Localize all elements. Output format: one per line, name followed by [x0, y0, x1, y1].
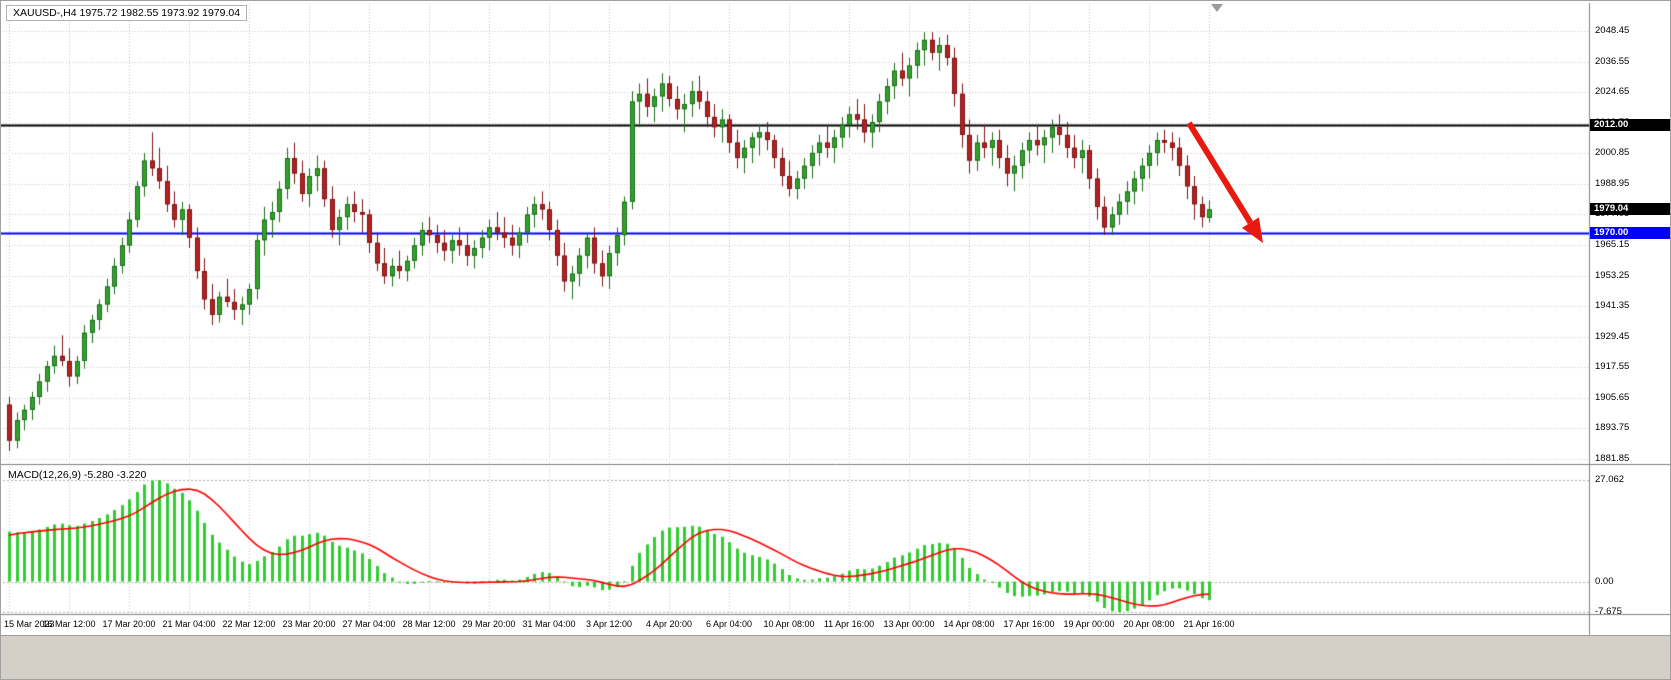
price-tick-label: 1941.35	[1595, 300, 1630, 312]
time-tick-label: 29 Mar 20:00	[462, 619, 516, 629]
current-price-tag: 1979.04	[1590, 203, 1670, 216]
time-tick-label: 4 Apr 20:00	[645, 619, 693, 629]
macd-axis: 27.062 0.00 -7.675	[1591, 1, 1670, 635]
symbol-ohlc-info: XAUUSD-,H4 1975.72 1982.55 1973.92 1979.…	[6, 5, 248, 21]
time-tick-label: 3 Apr 12:00	[585, 619, 633, 629]
price-tick-label: 2000.85	[1595, 147, 1630, 159]
time-tick-label: 21 Apr 16:00	[1183, 619, 1235, 629]
time-tick-label: 15 Mar 2023	[4, 619, 55, 629]
time-tick-label: 13 Apr 00:00	[883, 619, 935, 629]
macd-tick-label: 27.062	[1595, 474, 1625, 485]
time-tick-label: 10 Apr 08:00	[763, 619, 815, 629]
window-bottom-strip	[1, 635, 1670, 679]
time-tick-label: 14 Apr 08:00	[943, 619, 995, 629]
price-tick-label: 2036.55	[1595, 55, 1630, 67]
price-tick-label: 1929.45	[1595, 330, 1630, 342]
time-tick-label: 20 Apr 08:00	[1123, 619, 1175, 629]
price-tick-label: 1965.15	[1595, 239, 1630, 250]
time-tick-label: 28 Mar 12:00	[402, 619, 456, 629]
time-tick-label: 21 Mar 04:00	[162, 619, 216, 629]
time-tick-label: 22 Mar 12:00	[222, 619, 276, 629]
price-tick-label: 1893.75	[1595, 422, 1630, 434]
macd-tick-label: -7.675	[1595, 606, 1622, 617]
time-tick-label: 6 Apr 04:00	[705, 619, 753, 629]
time-tick-label: 17 Mar 20:00	[102, 619, 156, 629]
time-tick-label: 16 Mar 12:00	[42, 619, 96, 629]
price-tick-label: 1953.25	[1595, 269, 1630, 281]
price-tick-label: 2024.65	[1595, 86, 1630, 98]
price-tick-label: 1917.55	[1595, 361, 1630, 373]
price-tick-label: 2048.45	[1595, 25, 1630, 36]
time-tick-label: 11 Apr 16:00	[823, 619, 875, 629]
price-tick-label: 1905.65	[1595, 391, 1630, 403]
price-tick-label: 1988.95	[1595, 177, 1630, 189]
macd-tick-label: 0.00	[1595, 575, 1614, 587]
time-tick-label: 23 Mar 20:00	[282, 619, 336, 629]
time-tick-label: 17 Apr 16:00	[1003, 619, 1055, 629]
macd-indicator-label: MACD(12,26,9) -5.280 -3.220	[8, 469, 147, 481]
time-axis[interactable]: 15 Mar 2023 16 Mar 12:00 17 Mar 20:00 21 Ma…	[1, 617, 1589, 634]
time-tick-label: 19 Apr 00:00	[1063, 619, 1115, 629]
support-price-tag[interactable]: 1970.00	[1590, 226, 1670, 239]
time-tick-label: 27 Mar 04:00	[342, 619, 396, 629]
resistance-price-tag[interactable]: 2012.00	[1590, 118, 1670, 131]
price-tick-label: 1881.85	[1595, 453, 1630, 464]
time-tick-label: 31 Mar 04:00	[522, 619, 576, 629]
